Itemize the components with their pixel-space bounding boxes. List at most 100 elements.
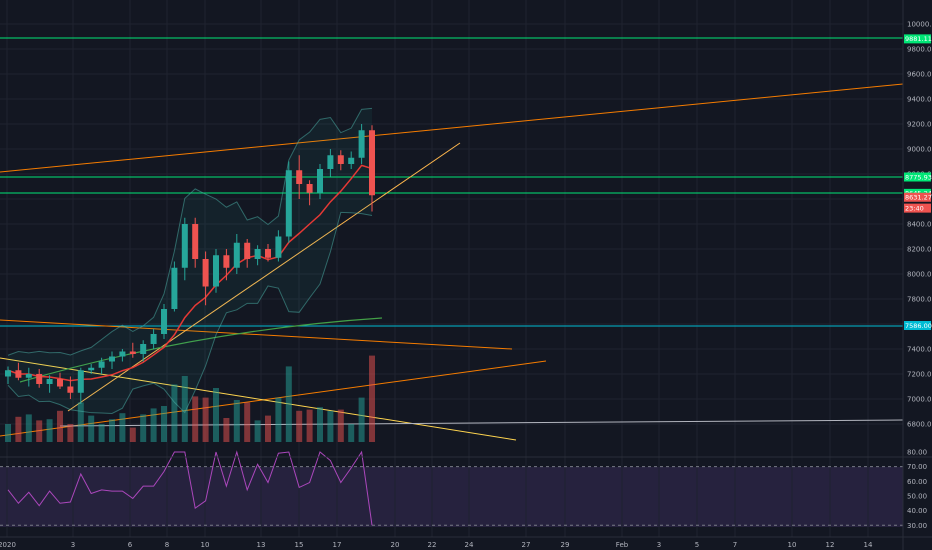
candle-body [296, 170, 302, 184]
candle-body [140, 344, 146, 354]
candle-body [307, 184, 313, 193]
candle-body [15, 370, 21, 378]
candle-body [223, 255, 229, 268]
candle-body [359, 130, 365, 158]
price-tag-label: 23:40 [905, 204, 924, 212]
candle-body [99, 362, 105, 368]
candle-body [255, 249, 261, 259]
volume-bar [140, 414, 146, 442]
price-tick-label: 7400.00 [907, 346, 932, 354]
candle-body [348, 158, 354, 164]
time-tick-label: 15 [295, 541, 304, 549]
volume-bar [275, 398, 281, 442]
candle-body [171, 268, 177, 309]
price-tick-label: 7000.00 [907, 396, 932, 404]
price-tick-label: 8200.00 [907, 246, 932, 254]
candle-body [192, 224, 198, 259]
price-tick-label: 8400.00 [907, 221, 932, 229]
candle-body [327, 155, 333, 169]
volume-bar [161, 406, 167, 442]
volume-bar [26, 414, 32, 442]
volume-bar [255, 420, 261, 442]
candle-body [213, 255, 219, 286]
candle-body [5, 370, 11, 376]
candle-body [286, 170, 292, 236]
volume-bar [223, 418, 229, 442]
time-tick-label: 12 [826, 541, 835, 549]
rsi-tick-label: 30.00 [907, 522, 927, 530]
price-tag-label: 8775.93 [905, 173, 932, 181]
candle [171, 262, 177, 312]
volume-bar [109, 419, 115, 442]
price-tick-label: 10000.00 [907, 21, 932, 29]
candle [286, 162, 292, 243]
price-tick-label: 8000.00 [907, 271, 932, 279]
time-tick-label: 20 [391, 541, 400, 549]
volume-bar [119, 413, 125, 442]
volume-bar [307, 410, 313, 442]
candle-body [182, 224, 188, 268]
time-tick-label: 2020 [0, 541, 16, 549]
time-tick-label: Feb [616, 541, 629, 549]
candle-body [47, 379, 53, 384]
candle [161, 304, 167, 339]
time-tick-label: 8 [165, 541, 169, 549]
time-tick-label: 3 [657, 541, 661, 549]
volume-bar [88, 416, 94, 442]
volume-bar [234, 400, 240, 442]
time-tick-label: 27 [522, 541, 531, 549]
volume-bar [359, 398, 365, 442]
volume-bar [130, 428, 136, 442]
time-tick-label: 22 [428, 541, 437, 549]
candle-body [67, 387, 73, 393]
volume-bar [203, 398, 209, 442]
time-tick-label: 24 [465, 541, 474, 549]
candle-body [26, 374, 32, 378]
volume-bar [265, 416, 271, 442]
time-tick-label: 7 [733, 541, 737, 549]
price-tick-label: 9200.00 [907, 121, 932, 129]
time-tick-label: 13 [257, 541, 266, 549]
price-tick-label: 7800.00 [907, 296, 932, 304]
volume-bar [99, 424, 105, 442]
volume-bar [57, 411, 63, 442]
time-tick-label: 14 [864, 541, 873, 549]
candle-body [119, 352, 125, 357]
price-tag: 7586.00 [904, 321, 932, 330]
time-tick-label: 29 [561, 541, 570, 549]
price-tag: 23:40 [904, 204, 931, 213]
volume-bar [36, 420, 42, 442]
candle-body [338, 155, 344, 164]
time-tick-label: 10 [788, 541, 797, 549]
volume-bar [15, 417, 21, 442]
price-tick-label: 9000.00 [907, 146, 932, 154]
candle-body [36, 374, 42, 384]
price-tag-label: 9881.11 [905, 35, 932, 43]
candle-body [234, 243, 240, 268]
candle-body [161, 309, 167, 334]
price-tag: 8631.27 [904, 193, 932, 202]
rsi-tick-label: 70.00 [907, 463, 927, 471]
candle-body [275, 237, 281, 258]
price-tag-label: 7586.00 [905, 322, 932, 330]
candle-body [203, 259, 209, 287]
volume-bar [369, 356, 375, 442]
candle-body [244, 243, 250, 259]
price-tag: 8775.93 [904, 173, 932, 182]
price-tag: 9881.11 [904, 34, 932, 43]
price-tick-label: 7200.00 [907, 371, 932, 379]
candle-body [109, 357, 115, 362]
volume-bar [296, 411, 302, 442]
candle-body [317, 169, 323, 193]
candle-body [78, 370, 84, 393]
volume-bar [5, 424, 11, 442]
time-tick-label: 10 [201, 541, 210, 549]
volume-bar [244, 402, 250, 442]
volume-bar [151, 408, 157, 442]
time-tick-label: 5 [695, 541, 699, 549]
volume-bar [67, 424, 73, 442]
time-tick-label: 17 [333, 541, 342, 549]
price-tick-label: 6800.00 [907, 421, 932, 429]
price-tag-label: 8631.27 [905, 194, 932, 202]
